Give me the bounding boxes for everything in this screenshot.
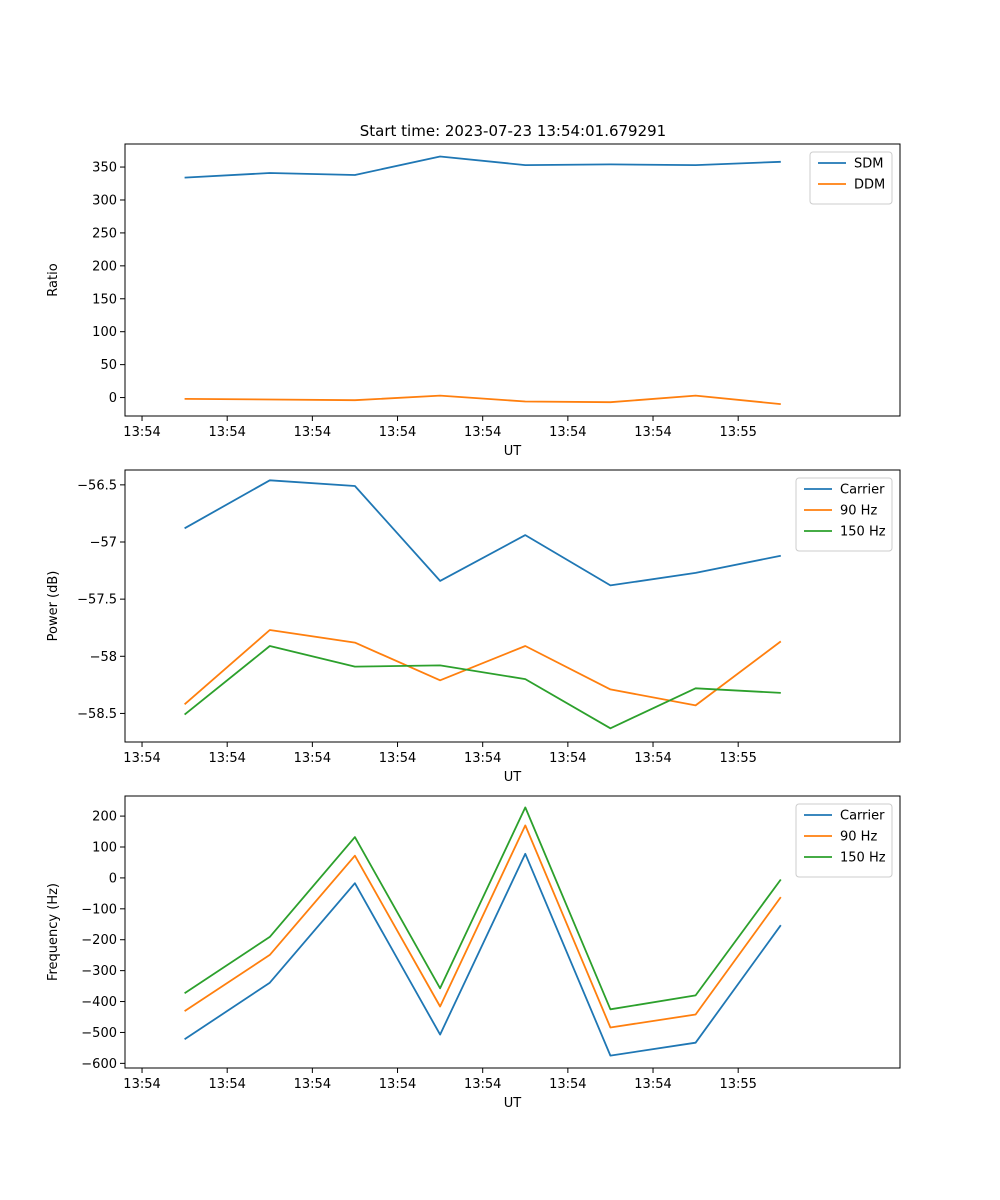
y-tick-label: 350	[92, 161, 117, 176]
y-tick-label: −58.5	[77, 707, 117, 722]
x-tick-label: 13:55	[719, 425, 756, 440]
axes-frame	[124, 143, 901, 417]
series-line-carrier	[184, 479, 781, 587]
y-axis-label: Ratio	[46, 263, 61, 296]
x-tick-label: 13:55	[719, 1077, 756, 1092]
y-axis-label: Power (dB)	[46, 571, 61, 642]
legend-label: DDM	[854, 178, 885, 193]
x-axis-label: UT	[504, 770, 522, 785]
axes-frame	[124, 469, 901, 743]
x-tick-label: 13:54	[464, 425, 501, 440]
figure-title: Start time: 2023-07-23 13:54:01.679291	[360, 122, 666, 140]
legend: SDM DDM	[809, 151, 893, 205]
legend-label: Carrier	[840, 809, 885, 824]
y-tick-label: −57	[90, 536, 117, 551]
y-tick-label: 0	[109, 871, 117, 886]
legend-label: 150 Hz	[840, 525, 886, 540]
legend-box	[795, 803, 893, 878]
legend-box	[795, 477, 893, 552]
series-line-90-hz	[184, 824, 782, 1029]
series-line-sdm	[184, 155, 781, 179]
y-axis-label: Frequency (Hz)	[46, 883, 61, 981]
x-tick-label: 13:54	[123, 425, 160, 440]
x-tick-label: 13:54	[549, 751, 586, 766]
y-tick-label: 250	[92, 226, 117, 241]
series-line-carrier	[184, 852, 782, 1057]
y-tick-label: −56.5	[77, 478, 117, 493]
legend: Carrier 90 Hz 150 Hz	[795, 803, 893, 878]
series-line-150-hz	[184, 806, 782, 1011]
x-tick-label: 13:54	[379, 751, 416, 766]
y-tick-label: −400	[81, 995, 117, 1010]
x-tick-label: 13:55	[719, 751, 756, 766]
legend-label: Carrier	[840, 483, 885, 498]
x-tick-label: 13:54	[634, 425, 671, 440]
legend-box	[809, 151, 893, 205]
y-tick-label: 150	[92, 292, 117, 307]
chart-panel-2: 13:54 13:54 13:54 13:54 13:54 13:54 13:54 13:55…	[46, 469, 901, 785]
y-tick-label: −58	[90, 650, 117, 665]
series-line-90-hz	[184, 629, 782, 707]
x-axis-label: UT	[504, 1096, 522, 1111]
y-tick-label: 200	[92, 259, 117, 274]
y-tick-label: −600	[81, 1057, 117, 1072]
x-tick-label: 13:54	[294, 425, 331, 440]
charts-container: 13:54 13:54 13:54 13:54 13:54 13:54 13:54 13:55…	[46, 143, 901, 1111]
x-tick-label: 13:54	[294, 751, 331, 766]
y-tick-label: 300	[92, 193, 117, 208]
y-tick-label: −200	[81, 933, 117, 948]
x-tick-label: 13:54	[549, 425, 586, 440]
axes-frame	[124, 795, 901, 1069]
x-tick-label: 13:54	[464, 1077, 501, 1092]
x-tick-label: 13:54	[634, 751, 671, 766]
x-tick-label: 13:54	[464, 751, 501, 766]
x-tick-label: 13:54	[634, 1077, 671, 1092]
y-tick-label: 100	[92, 325, 117, 340]
x-tick-label: 13:54	[123, 1077, 160, 1092]
series-line-ddm	[184, 394, 781, 405]
x-tick-label: 13:54	[208, 425, 245, 440]
legend: Carrier 90 Hz 150 Hz	[795, 477, 893, 552]
x-tick-label: 13:54	[379, 1077, 416, 1092]
x-tick-label: 13:54	[294, 1077, 331, 1092]
x-tick-label: 13:54	[123, 751, 160, 766]
y-tick-label: 200	[92, 810, 117, 825]
x-tick-label: 13:54	[208, 751, 245, 766]
legend-label: 150 Hz	[840, 851, 886, 866]
y-tick-label: −57.5	[77, 593, 117, 608]
x-tick-label: 13:54	[208, 1077, 245, 1092]
y-tick-label: 0	[109, 391, 117, 406]
x-axis-label: UT	[504, 444, 522, 459]
x-tick-label: 13:54	[549, 1077, 586, 1092]
legend-label: 90 Hz	[840, 504, 877, 519]
y-tick-label: 100	[92, 841, 117, 856]
y-tick-label: −500	[81, 1026, 117, 1041]
series-line-150-hz	[184, 645, 781, 730]
legend-label: 90 Hz	[840, 830, 877, 845]
y-tick-label: 50	[100, 358, 117, 373]
y-tick-label: −100	[81, 902, 117, 917]
legend-label: SDM	[854, 157, 883, 172]
y-tick-label: −300	[81, 964, 117, 979]
chart-panel-3: 13:54 13:54 13:54 13:54 13:54 13:54 13:54 13:55…	[46, 795, 901, 1111]
chart-panel-1: 13:54 13:54 13:54 13:54 13:54 13:54 13:54 13:55…	[46, 143, 901, 459]
x-tick-label: 13:54	[379, 425, 416, 440]
